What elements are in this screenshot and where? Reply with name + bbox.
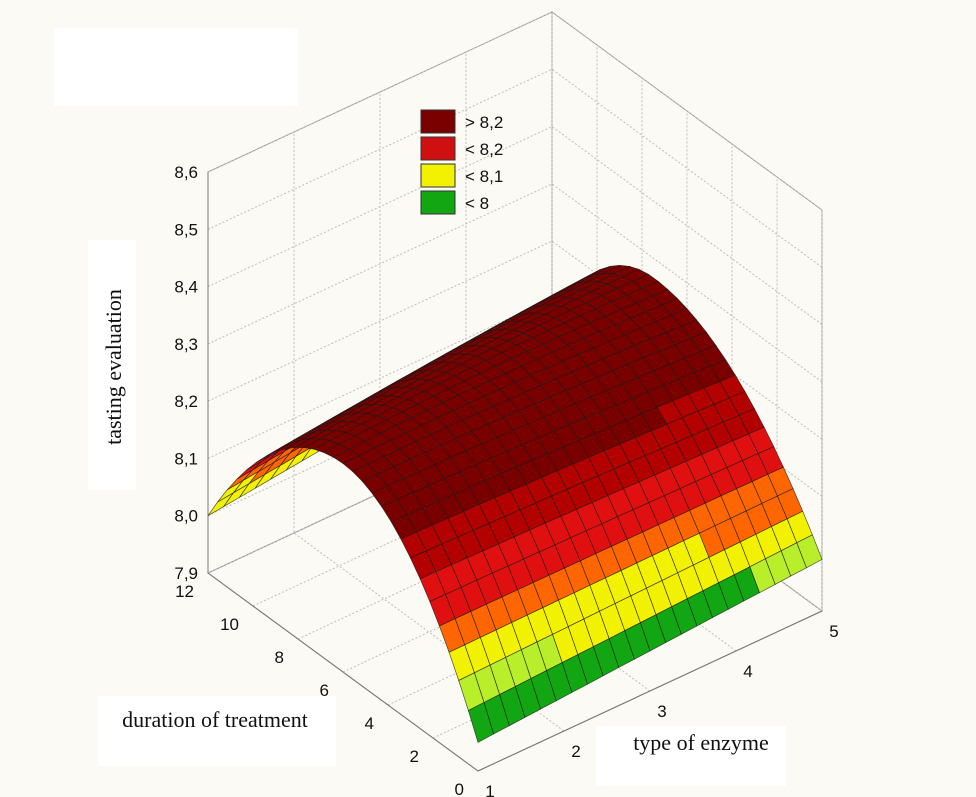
x-tick-label: 4 — [743, 662, 752, 681]
title-blank-box — [54, 28, 298, 106]
response-surface — [207, 264, 823, 743]
legend-swatch-3 — [420, 163, 456, 188]
zlabel-box — [88, 240, 136, 490]
x-tick-label: 2 — [571, 742, 580, 761]
x-tick-label: 1 — [485, 782, 494, 797]
z-tick-label: 8,6 — [174, 163, 198, 182]
legend-swatch-4 — [420, 190, 456, 215]
legend-swatch-2 — [420, 136, 456, 161]
z-tick-label: 8,5 — [174, 220, 198, 239]
y-tick-label: 4 — [365, 714, 374, 733]
z-tick-label: 8,3 — [174, 335, 198, 354]
surface-cell — [467, 701, 495, 743]
legend-label-3: < 8,1 — [465, 167, 503, 186]
legend-label-1: > 8,2 — [465, 113, 503, 132]
legend-label-4: < 8 — [465, 194, 489, 213]
y-tick-label: 8 — [275, 648, 284, 667]
z-tick-label: 8,2 — [174, 392, 198, 411]
z-axis-title: tasting evaluation — [101, 289, 126, 445]
y-tick-label: 12 — [175, 582, 194, 601]
y-axis-title: duration of treatment — [122, 707, 308, 732]
z-tick-label: 8,0 — [174, 507, 198, 526]
z-tick-label: 8,4 — [174, 278, 198, 297]
y-tick-label: 10 — [220, 615, 239, 634]
y-tick-label: 0 — [455, 780, 464, 797]
z-tick-label: 7,9 — [174, 564, 198, 583]
legend-label-2: < 8,2 — [465, 140, 503, 159]
x-tick-label: 3 — [657, 702, 666, 721]
y-axis-line — [207, 572, 479, 772]
z-tick-label: 8,1 — [174, 449, 198, 468]
ylabel-box — [98, 696, 336, 766]
gridlines — [207, 11, 823, 772]
y-tick-label: 6 — [320, 681, 329, 700]
legend: > 8,2 < 8,2 < 8,1 < 8 — [420, 109, 503, 215]
y-tick-label: 2 — [410, 747, 419, 766]
legend-swatch-1 — [420, 109, 456, 134]
x-axis-title: type of enzyme — [633, 730, 769, 755]
x-tick-label: 5 — [829, 622, 838, 641]
x-axis-line — [477, 610, 823, 772]
xlabel-box — [596, 726, 786, 786]
